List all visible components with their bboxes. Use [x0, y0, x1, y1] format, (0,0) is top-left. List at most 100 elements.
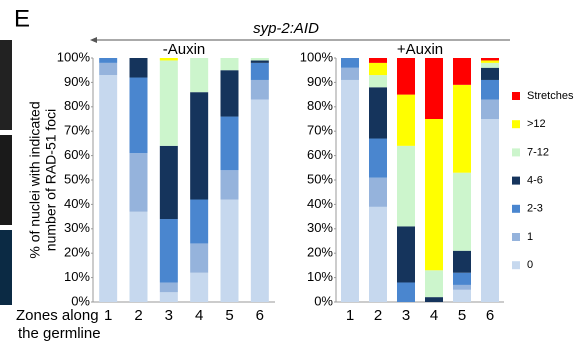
bar-segment: [397, 95, 415, 146]
legend-swatch: [512, 261, 520, 269]
legend-label: 0: [527, 259, 533, 271]
bar-segment: [99, 63, 117, 75]
y-tick-label: 20%: [64, 245, 90, 260]
legend-swatch: [512, 148, 520, 156]
x-tick-label: 5: [458, 307, 466, 324]
x-tick-label: 4: [430, 307, 438, 324]
bar-segment: [425, 297, 443, 302]
bar-segment: [221, 70, 239, 116]
bar-segment: [453, 85, 471, 173]
x-tick-label: 4: [195, 307, 203, 324]
bar-segment: [453, 273, 471, 285]
bar-segment: [251, 63, 269, 80]
bar-segment: [190, 273, 208, 302]
legend-swatch: [512, 92, 520, 100]
y-tick-label: 50%: [307, 171, 333, 186]
x-tick-label: 2: [134, 307, 142, 324]
y-tick-label: 10%: [64, 269, 90, 284]
bar-segment: [453, 251, 471, 273]
y-tick-label: 30%: [64, 220, 90, 235]
y-tick-label: 50%: [64, 171, 90, 186]
y-tick-label: 90%: [64, 74, 90, 89]
figure-title: syp-2:AID: [253, 20, 319, 37]
bar-segment: [341, 58, 359, 68]
y-tick-label: 70%: [64, 123, 90, 138]
y-tick-label: 40%: [307, 196, 333, 211]
bar-segment: [160, 282, 178, 292]
bar-segment: [369, 87, 387, 138]
bar-segment: [99, 58, 117, 63]
bar-segment: [130, 58, 148, 78]
bar-segment: [453, 58, 471, 85]
panel-label: E: [14, 5, 30, 32]
x-tick-label: 6: [486, 307, 494, 324]
micrograph-strip: [0, 40, 12, 130]
figure: E syp-2:AID -Auxin0%10%20%30%40%50%60%70…: [0, 0, 578, 342]
bar-segment: [221, 117, 239, 171]
bar-segment: [190, 92, 208, 199]
y-tick-label: 90%: [307, 74, 333, 89]
bar-segment: [160, 60, 178, 145]
y-tick-label: 10%: [307, 269, 333, 284]
bar-segment: [160, 292, 178, 302]
bar-segment: [453, 173, 471, 251]
legend-swatch: [512, 120, 520, 128]
bar-segment: [369, 75, 387, 87]
bar-segment: [481, 99, 499, 119]
bar-segment: [221, 58, 239, 70]
bar-segment: [481, 58, 499, 60]
y-tick-label: 40%: [64, 196, 90, 211]
y-tick-label: 80%: [64, 98, 90, 113]
bar-segment: [481, 68, 499, 80]
bar-segment: [481, 119, 499, 302]
bar-segment: [130, 212, 148, 302]
bar-segment: [341, 80, 359, 302]
x-tick-label: 1: [346, 307, 354, 324]
y-tick-label: 30%: [307, 220, 333, 235]
bar-segment: [369, 63, 387, 75]
bar-segment: [251, 80, 269, 100]
bar-segment: [369, 178, 387, 207]
micrograph-strip: [0, 135, 12, 225]
bar-segment: [190, 58, 208, 92]
x-tick-label: 1: [104, 307, 112, 324]
legend-swatch: [512, 177, 520, 185]
legend-swatch: [512, 205, 520, 213]
bar-segment: [251, 99, 269, 302]
bar-segment: [221, 200, 239, 302]
y-tick-label: 0%: [314, 293, 333, 308]
y-tick-label: 20%: [307, 245, 333, 260]
bar-segment: [369, 207, 387, 302]
legend-swatch: [512, 233, 520, 241]
y-tick-label: 70%: [307, 123, 333, 138]
arrow-head: [90, 37, 97, 43]
x-axis-label: the germline: [18, 325, 101, 342]
x-tick-label: 3: [402, 307, 410, 324]
bar-segment: [481, 60, 499, 62]
bar-segment: [130, 78, 148, 154]
chart-title: +Auxin: [397, 41, 443, 58]
micrograph-strip: [0, 230, 12, 305]
bar-segment: [453, 285, 471, 290]
bar-segment: [160, 146, 178, 219]
legend-label: 7-12: [527, 146, 549, 158]
bar-segment: [160, 58, 178, 60]
bar-segment: [221, 170, 239, 199]
bar-segment: [369, 58, 387, 63]
bar-segment: [130, 153, 148, 212]
bar-segment: [397, 58, 415, 95]
bar-segment: [397, 146, 415, 227]
bar-segment: [251, 58, 269, 60]
legend-label: 1: [527, 231, 533, 243]
x-tick-label: 3: [165, 307, 173, 324]
bar-segment: [397, 226, 415, 282]
bar-segment: [453, 290, 471, 302]
bar-segment: [190, 200, 208, 244]
y-tick-label: 100%: [57, 49, 91, 64]
bar-segment: [481, 63, 499, 68]
chart-title: -Auxin: [163, 41, 206, 58]
x-axis-label: Zones along: [16, 307, 99, 324]
bar-segment: [425, 119, 443, 270]
legend-label: Stretches: [527, 90, 574, 102]
bar-segment: [481, 80, 499, 100]
